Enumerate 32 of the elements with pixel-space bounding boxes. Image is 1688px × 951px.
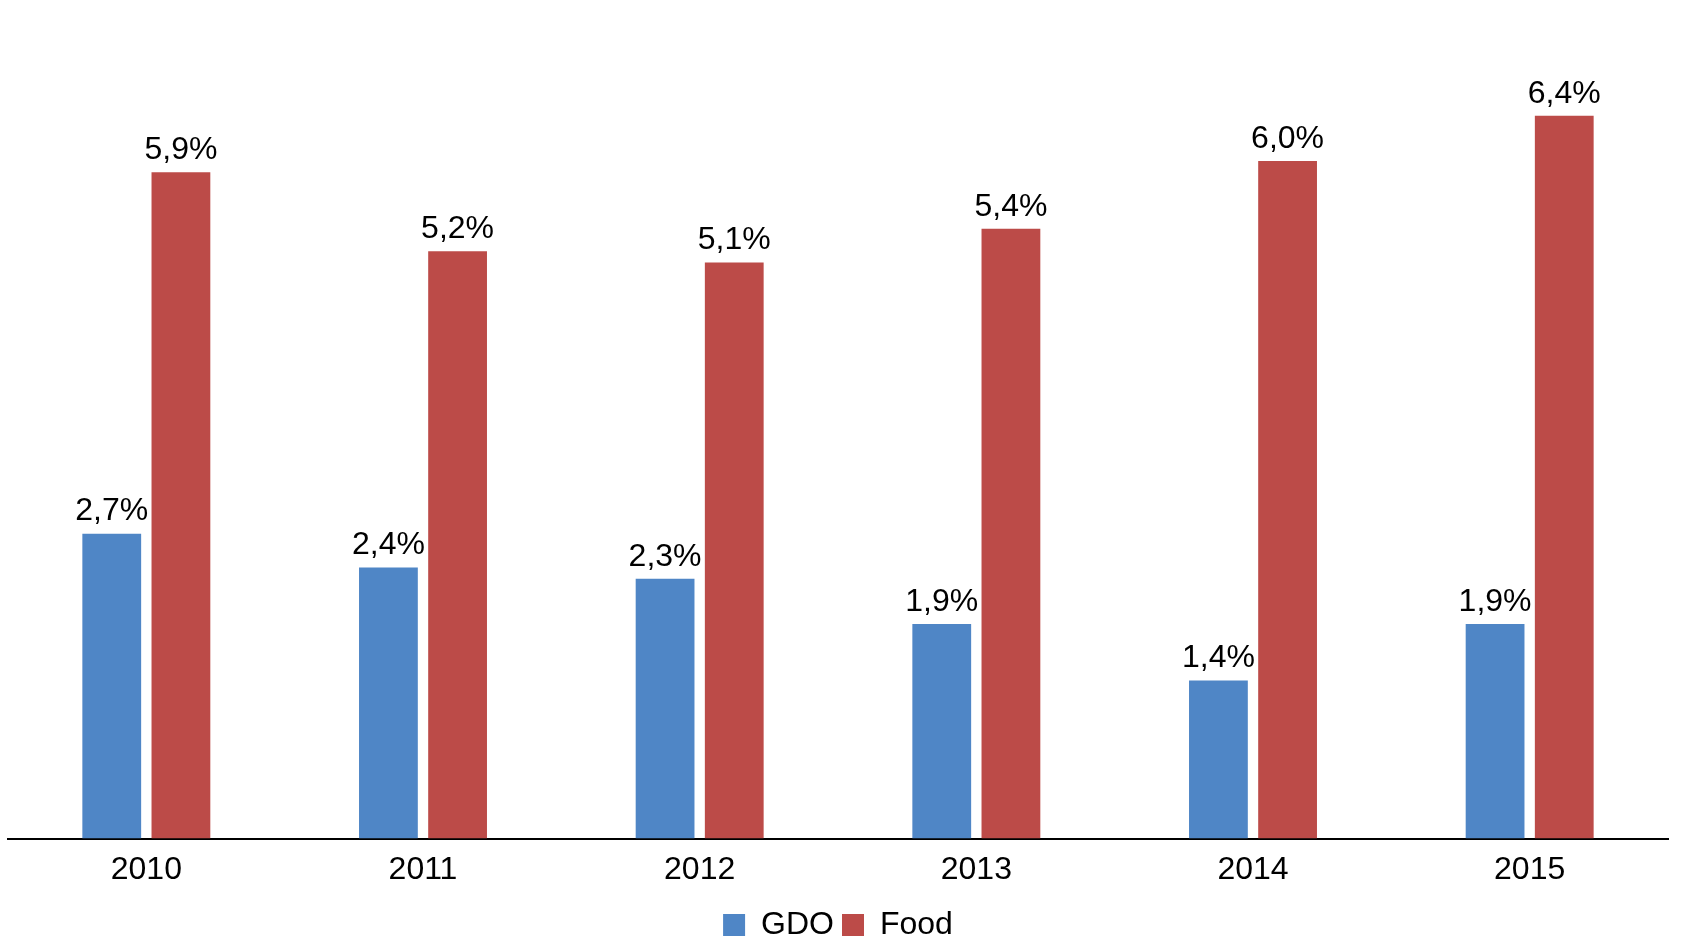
- legend-label: GDO: [761, 904, 834, 941]
- bar: [635, 578, 695, 839]
- data-label: 5,2%: [421, 209, 495, 246]
- bar: [704, 262, 764, 839]
- x-tick-label: 2015: [1494, 849, 1566, 886]
- data-label: 2,4%: [351, 525, 425, 562]
- x-tick-label: 2011: [388, 849, 458, 886]
- data-label: 5,1%: [697, 220, 771, 257]
- data-label: 6,0%: [1251, 118, 1325, 155]
- data-label: 1,9%: [1458, 581, 1532, 618]
- x-tick-label: 2014: [1217, 849, 1289, 886]
- bar: [912, 624, 972, 839]
- bar: [359, 567, 418, 839]
- data-label: 1,4%: [1181, 638, 1255, 675]
- bar: [1258, 160, 1317, 839]
- bar: [1465, 624, 1525, 839]
- bar: [428, 251, 487, 839]
- data-label: 5,4%: [974, 186, 1048, 223]
- x-tick-label: 2013: [940, 849, 1012, 886]
- bar: [1189, 680, 1248, 839]
- data-label: 6,4%: [1527, 73, 1601, 110]
- bar: [151, 172, 211, 839]
- bar: [82, 533, 142, 839]
- x-tick-label: 2012: [664, 849, 736, 886]
- data-label: 1,9%: [905, 581, 979, 618]
- data-label: 5,9%: [144, 130, 218, 167]
- x-tick-label: 2010: [110, 849, 182, 886]
- legend-label: Food: [879, 904, 953, 941]
- data-label: 2,3%: [628, 536, 702, 573]
- bar: [1534, 115, 1594, 839]
- bar: [981, 228, 1041, 839]
- data-label: 2,7%: [75, 491, 149, 528]
